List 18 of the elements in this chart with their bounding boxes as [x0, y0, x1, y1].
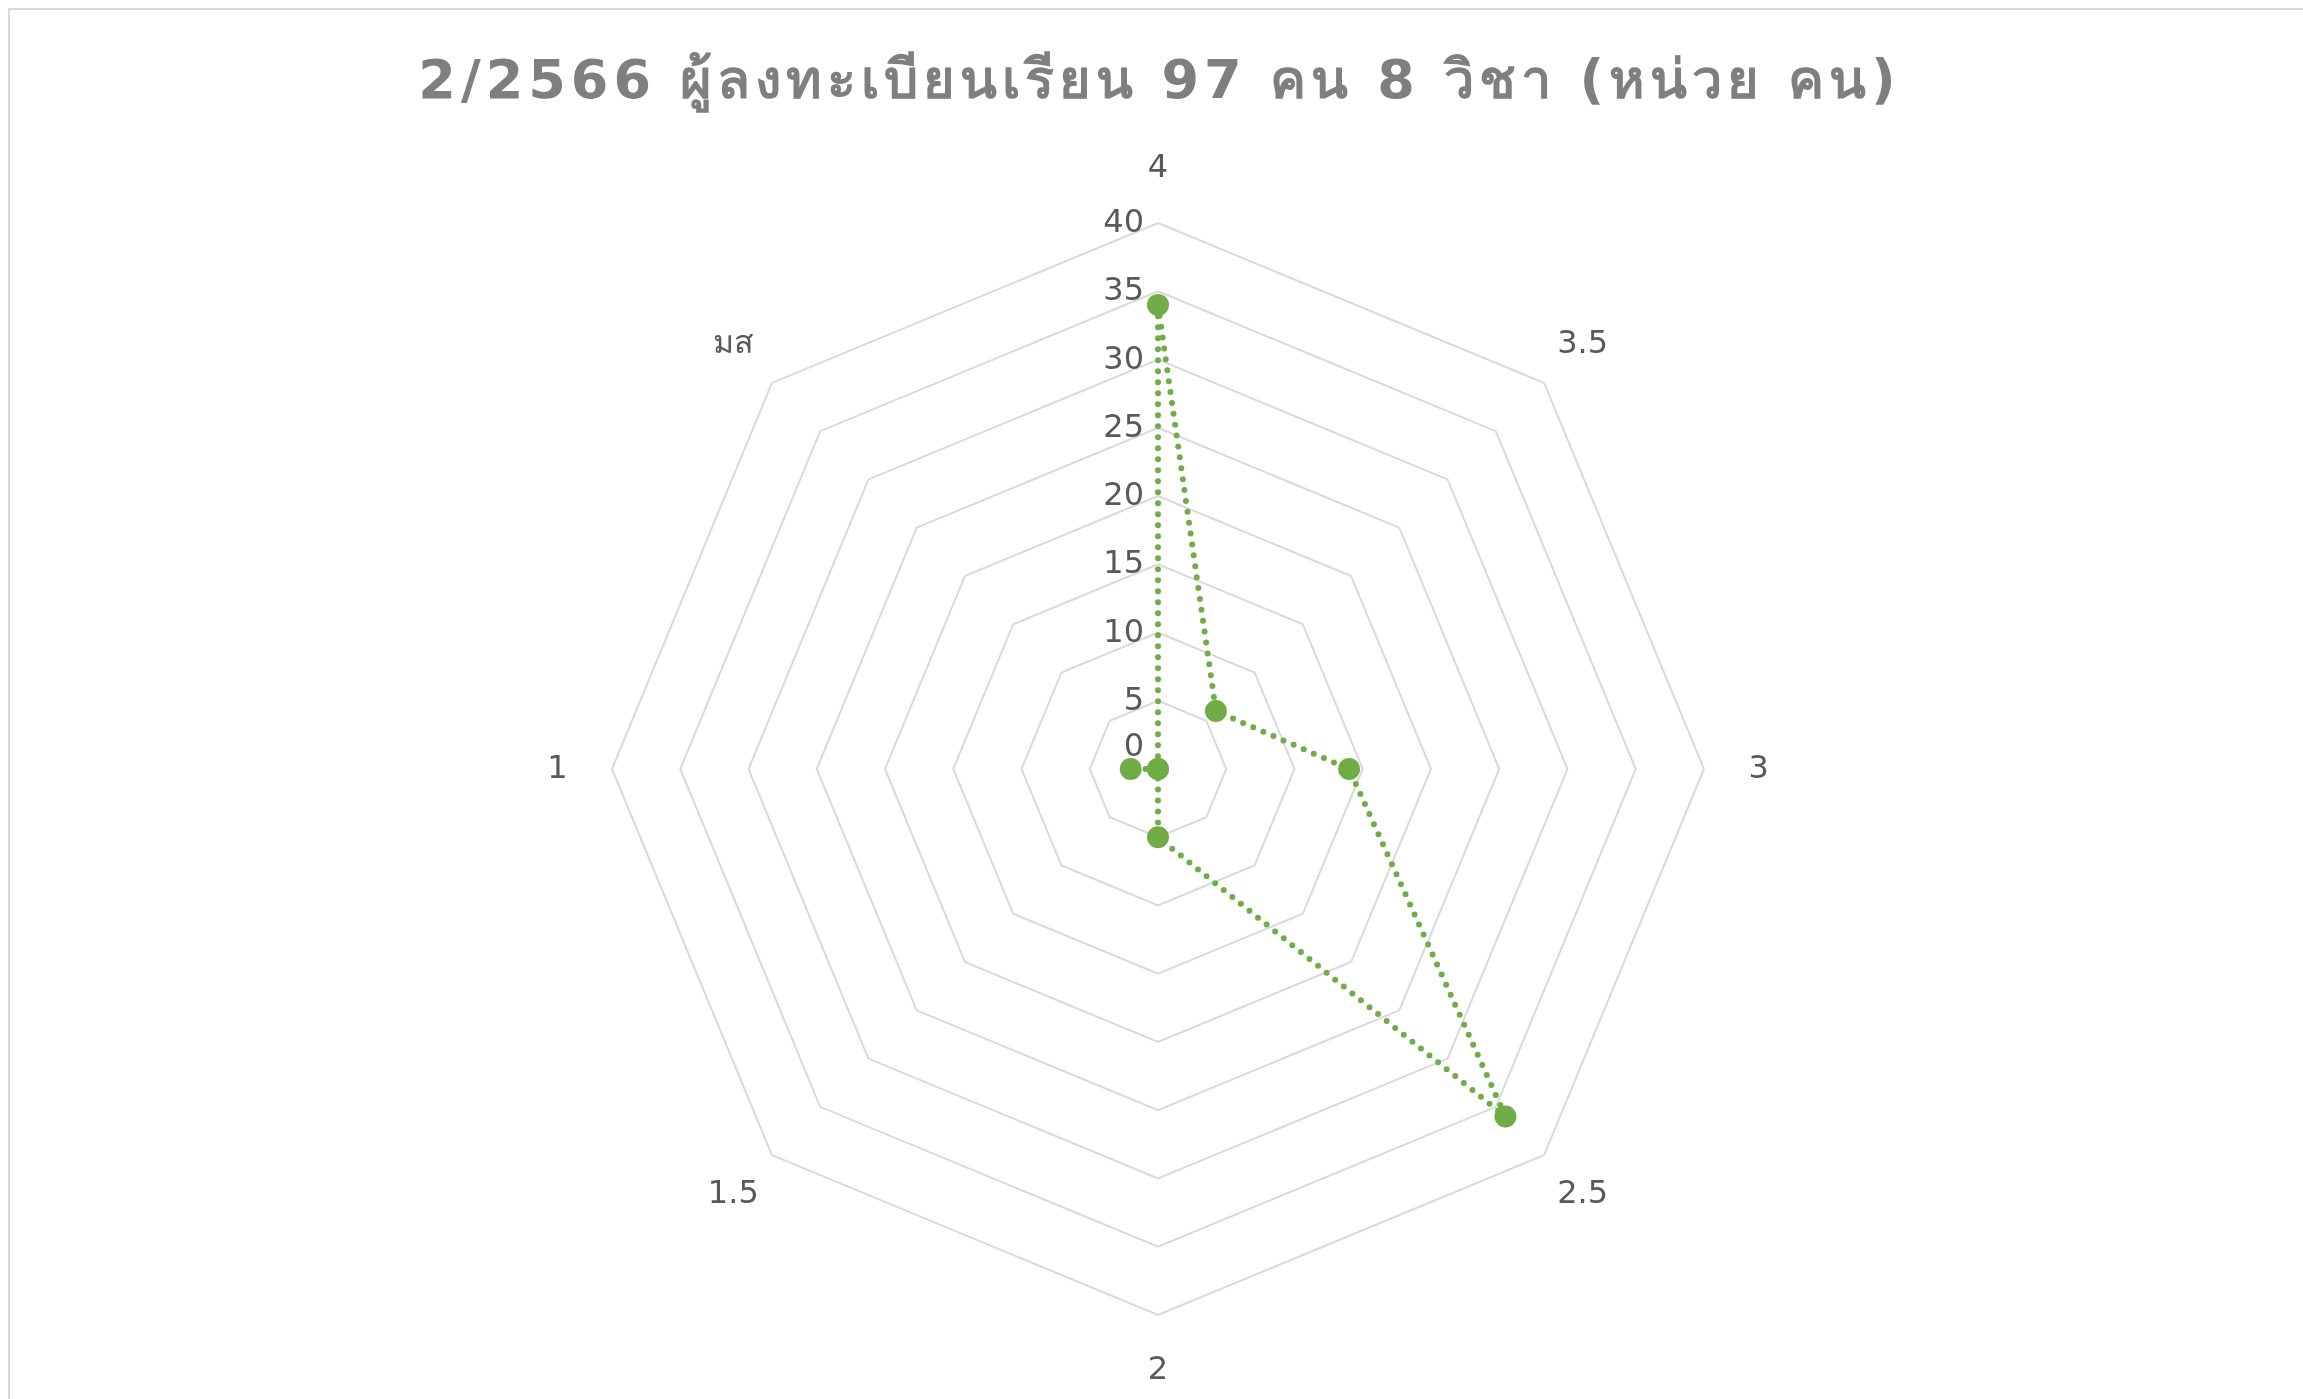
- spoke-label: 3.5: [1557, 323, 1609, 362]
- spoke-label: 2: [1147, 1348, 1169, 1387]
- y-tick-label: 40: [1103, 202, 1144, 240]
- y-tick-label: 0: [1123, 726, 1144, 764]
- chart-title: 2/2566 ผู้ลงทะเบียนเรียน 97 คน 8 วิชา (หน่วย คน): [418, 47, 1901, 113]
- spoke-label: มส: [712, 323, 754, 362]
- y-tick-label: 20: [1103, 475, 1144, 513]
- spoke-label: 3: [1748, 748, 1769, 786]
- y-tick-label: 30: [1103, 338, 1144, 377]
- y-tick-label: 25: [1103, 406, 1144, 445]
- y-tick-label: 15: [1103, 543, 1144, 582]
- y-tick-label: 5: [1123, 679, 1144, 718]
- spoke-label: 4: [1147, 147, 1169, 186]
- spoke-label: 1.5: [707, 1172, 759, 1211]
- spoke-label: 2.5: [1557, 1172, 1609, 1211]
- y-tick-label: 35: [1103, 270, 1144, 309]
- spoke-label: 1: [547, 748, 568, 786]
- y-tick-label: 10: [1103, 611, 1144, 650]
